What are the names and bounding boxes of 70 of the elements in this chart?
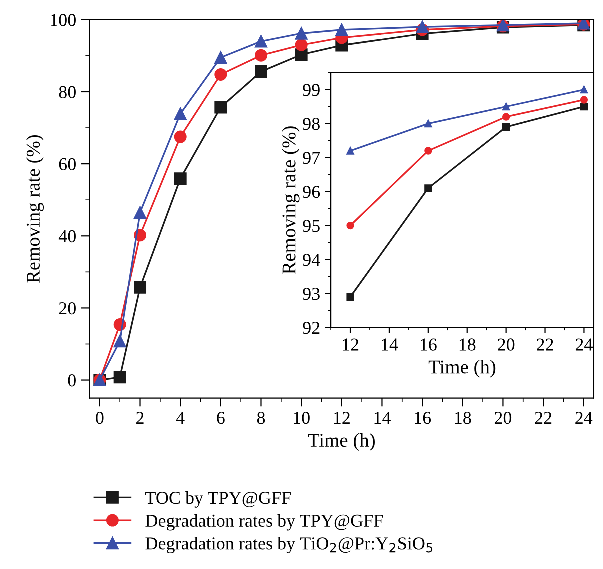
x-tick-label: 20 xyxy=(498,338,515,351)
point xyxy=(424,184,432,192)
point xyxy=(346,222,354,230)
x-tick-label: 0 xyxy=(96,412,104,424)
y-tick-label: 97 xyxy=(303,152,320,164)
point xyxy=(254,35,268,48)
point xyxy=(114,371,126,384)
x-axis-title: Time (h) xyxy=(428,360,496,378)
point xyxy=(502,123,510,132)
point xyxy=(214,52,228,64)
point xyxy=(214,101,228,114)
x-tick-label: 20 xyxy=(494,412,512,424)
x-tick-label: 18 xyxy=(460,338,476,351)
point xyxy=(346,293,354,301)
point xyxy=(114,335,126,348)
point xyxy=(502,103,510,111)
y-tick-label: 40 xyxy=(58,230,76,243)
point xyxy=(346,147,354,155)
point xyxy=(254,49,268,62)
point xyxy=(174,108,187,120)
y-tick-label: 94 xyxy=(303,254,320,266)
x-tick-label: 4 xyxy=(176,412,185,424)
x-tick-label: 6 xyxy=(217,412,225,424)
x-tick-label: 14 xyxy=(382,338,398,351)
y-tick-label: 92 xyxy=(303,322,320,334)
point xyxy=(502,113,510,121)
x-tick-label: 24 xyxy=(576,412,593,424)
point xyxy=(424,147,432,155)
x-tick-label: 22 xyxy=(535,412,552,424)
point xyxy=(174,130,187,144)
legend-label: TOC by TPY@GFF xyxy=(146,491,291,508)
y-tick-label: 80 xyxy=(59,86,76,98)
x-axis-title: Time (h) xyxy=(308,433,375,452)
x-tick-label: 18 xyxy=(455,412,472,424)
y-tick-label: 0 xyxy=(68,374,76,387)
y-tick-label: 100 xyxy=(51,14,76,26)
point xyxy=(416,20,429,34)
point xyxy=(134,281,147,294)
x-tick-label: 8 xyxy=(257,412,266,424)
point xyxy=(424,120,432,128)
x-tick-label: 14 xyxy=(374,412,391,424)
point xyxy=(295,38,308,52)
point xyxy=(580,103,588,111)
y-tick-label: 95 xyxy=(303,220,320,232)
point xyxy=(214,68,228,81)
point xyxy=(134,206,147,219)
x-tick-label: 2 xyxy=(136,412,144,424)
point xyxy=(295,27,308,40)
legend-label: Degradation rates by TPY@GFF xyxy=(146,514,384,531)
point xyxy=(174,172,187,186)
x-tick-label: 16 xyxy=(415,412,432,424)
point xyxy=(580,86,588,94)
point xyxy=(336,24,348,36)
point xyxy=(580,96,588,104)
y-axis-title: Removing rate (%) xyxy=(26,135,44,284)
x-tick-label: 24 xyxy=(576,338,593,351)
x-tick-label: 16 xyxy=(420,338,437,351)
y-tick-label: 60 xyxy=(59,158,76,171)
y-tick-label: 20 xyxy=(59,302,76,315)
x-tick-label: 22 xyxy=(537,338,554,351)
x-tick-label: 10 xyxy=(294,412,310,424)
x-tick-label: 12 xyxy=(334,412,350,424)
legend-label: Degradation rates by TiO$_{2}$@Pr:Y$_{2}$SiO$_{5}$ xyxy=(146,537,433,554)
y-tick-label: 99 xyxy=(303,84,320,96)
x-tick-label: 12 xyxy=(343,338,359,351)
y-tick-label: 93 xyxy=(303,288,320,300)
y-tick-label: 98 xyxy=(303,118,320,130)
y-axis-title: Removing rate (%) xyxy=(282,126,300,274)
y-tick-label: 96 xyxy=(303,186,320,198)
point xyxy=(254,66,268,78)
